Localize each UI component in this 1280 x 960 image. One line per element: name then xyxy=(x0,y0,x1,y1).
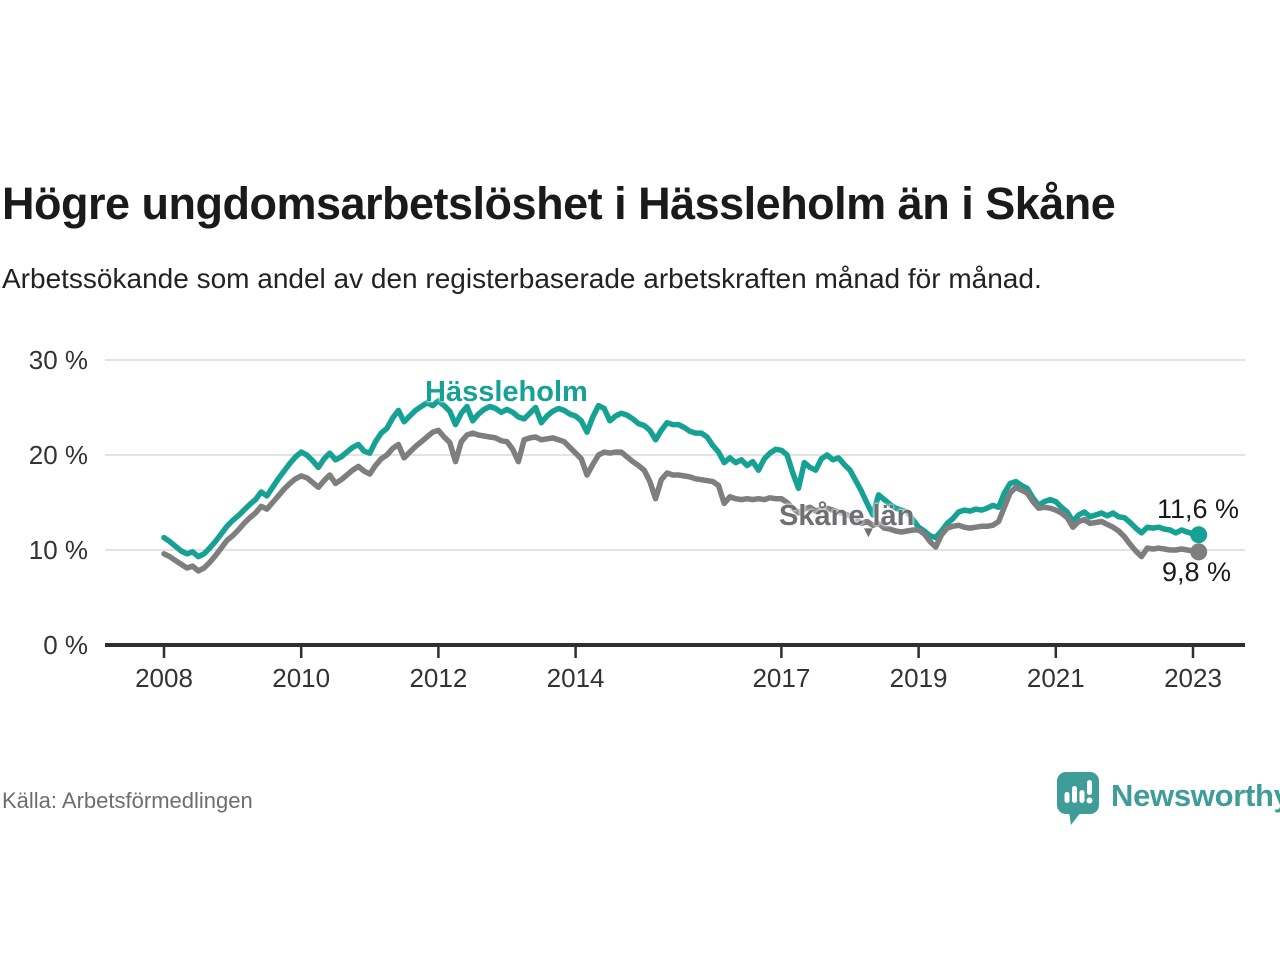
brand-logo: Newsworthy xyxy=(1056,771,1280,827)
y-tick-label: 30 % xyxy=(28,345,88,375)
series-label-hassleholm: Hässleholm xyxy=(425,376,588,408)
page-subtitle: Arbetssökande som andel av den registerb… xyxy=(2,263,1042,294)
x-tick-label: 2019 xyxy=(889,663,948,693)
y-tick-label: 0 % xyxy=(43,630,88,660)
x-tick-label: 2008 xyxy=(135,663,193,693)
x-tick-label: 2012 xyxy=(409,663,468,693)
y-tick-label: 20 % xyxy=(28,440,88,470)
x-tick-label: 2010 xyxy=(272,663,331,693)
arrow-down-icon: ▼ xyxy=(861,524,876,541)
x-tick-label: 2014 xyxy=(546,663,605,693)
newsworthy-bubble-icon xyxy=(1057,772,1099,825)
end-value-skane: 9,8 % xyxy=(1162,557,1232,587)
series-line-hassleholm xyxy=(161,398,1202,560)
page-title: Högre ungdomsarbetslöshet i Hässleholm ä… xyxy=(2,178,1116,230)
end-dot-hassleholm xyxy=(1190,526,1208,544)
series-line-skane xyxy=(161,427,1202,574)
series-label-skane: Skåne län xyxy=(779,500,915,532)
x-tick-label: 2017 xyxy=(752,663,811,693)
x-tick-label: 2023 xyxy=(1164,663,1222,693)
end-value-hassleholm: 11,6 % xyxy=(1157,494,1240,524)
y-tick-label: 10 % xyxy=(28,535,88,565)
x-tick-label: 2021 xyxy=(1026,663,1085,693)
brand-name: Newsworthy xyxy=(1111,778,1280,813)
end-dot-skane xyxy=(1190,543,1208,561)
source-note: Källa: Arbetsförmedlingen xyxy=(2,788,253,813)
